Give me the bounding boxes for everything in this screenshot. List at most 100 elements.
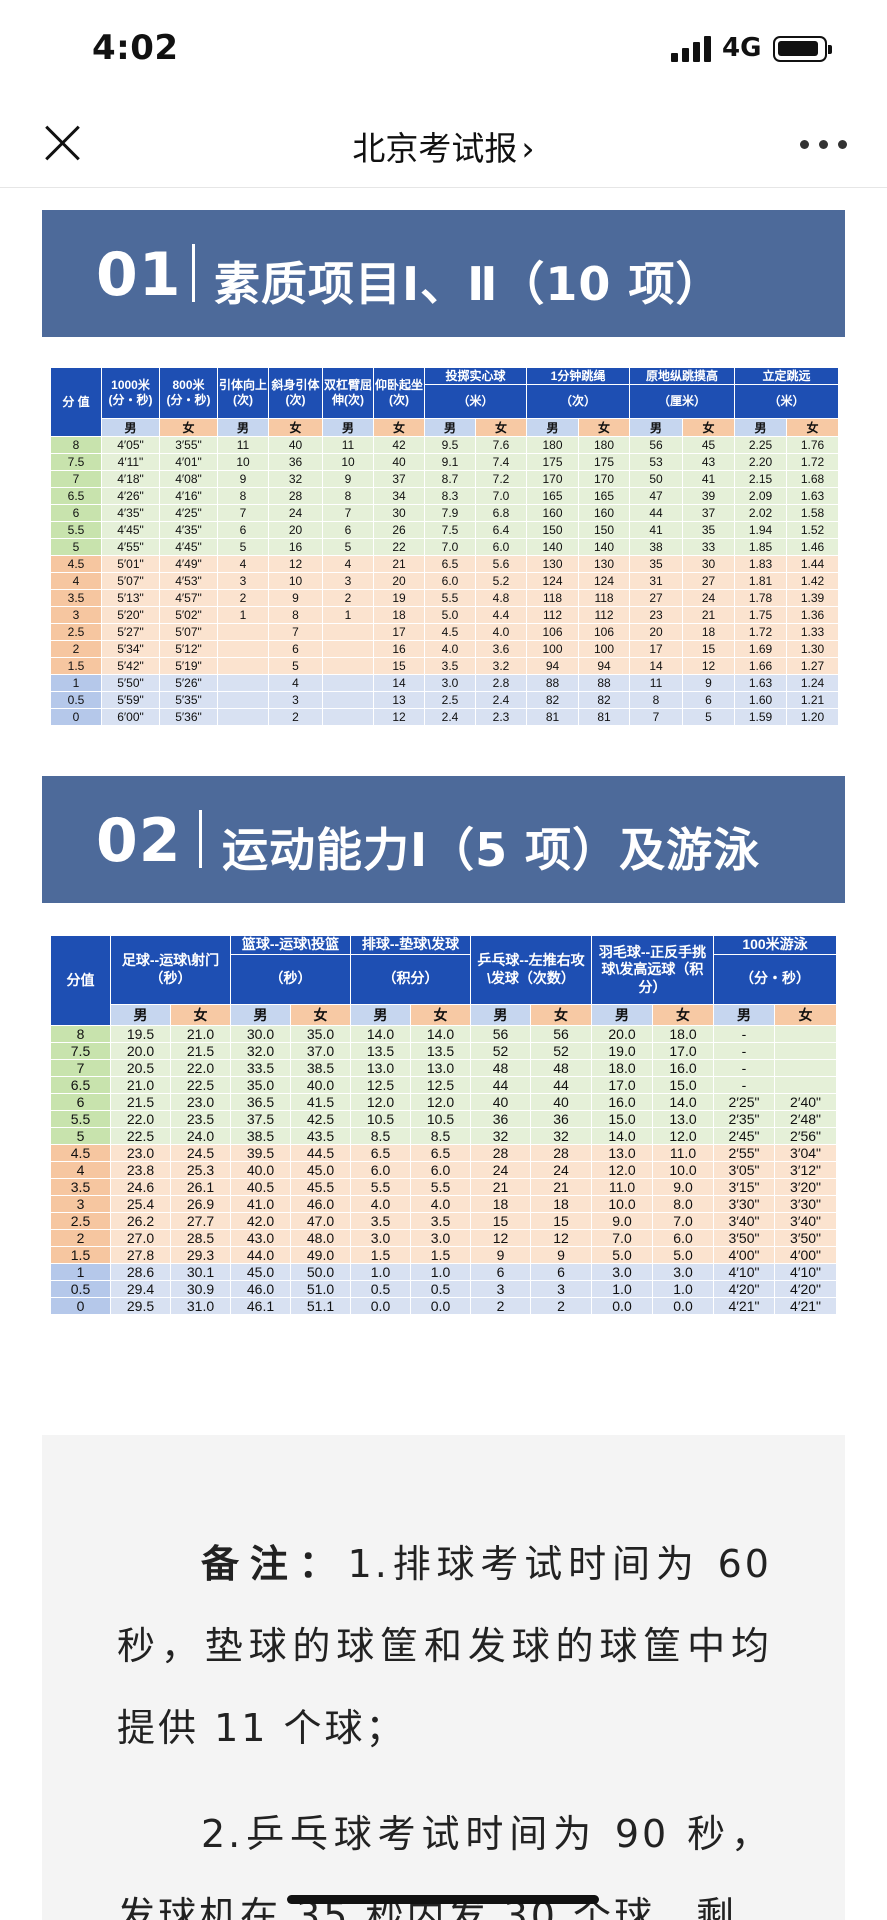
value-cell: 118: [578, 589, 631, 607]
value-cell: 15: [682, 640, 736, 658]
value-cell: 32.0: [230, 1041, 291, 1060]
value-cell: 8: [217, 487, 269, 505]
value-cell: 12: [268, 555, 323, 573]
value-cell: 1.20: [786, 708, 840, 726]
value-cell: 28: [268, 487, 323, 505]
value-cell: 14.0: [591, 1126, 653, 1145]
value-cell: 4′35": [101, 504, 160, 522]
score-cell: 5: [50, 538, 102, 556]
table-row: 7 20.5 22.0 33.5 38.5 13.0 13.0 48 48 18.0 16.0-: [50, 1058, 838, 1077]
value-cell: 82: [526, 691, 580, 709]
value-cell: 9.0: [591, 1211, 653, 1230]
value-cell: 1.59: [734, 708, 788, 726]
value-cell: 3′20": [773, 1177, 838, 1196]
value-cell: 4′16": [159, 487, 218, 505]
value-cell: 4′25": [159, 504, 218, 522]
value-cell: 11: [322, 436, 374, 454]
value-cell: 4′35": [159, 521, 218, 539]
value-cell: 13.5: [410, 1041, 471, 1060]
sex-label: 女: [474, 418, 528, 437]
value-cell: 28.6: [110, 1262, 171, 1281]
value-cell: [322, 691, 374, 709]
value-cell: 2.5: [424, 691, 476, 709]
score-cell: 5.5: [50, 521, 102, 539]
value-cell: 2′55": [713, 1143, 775, 1162]
value-cell: 7: [217, 504, 269, 522]
value-cell: 20.0: [110, 1041, 171, 1060]
value-cell: 2.3: [474, 708, 528, 726]
value-cell: [217, 674, 269, 692]
value-cell: 1.33: [786, 623, 840, 641]
value-cell: 15.0: [591, 1109, 653, 1128]
value-cell: 5′19": [159, 657, 218, 675]
column-header: 足球--运球\射门（秒）: [110, 935, 231, 1005]
value-cell: 10: [322, 453, 374, 471]
value-cell: 6: [268, 640, 323, 658]
value-cell: 21: [530, 1177, 592, 1196]
value-cell: 2.15: [734, 470, 788, 488]
value-cell: 5′50": [101, 674, 160, 692]
account-name[interactable]: 北京考试报: [352, 129, 518, 168]
value-cell: 27: [682, 572, 736, 590]
value-cell: 94: [578, 657, 631, 675]
value-cell: 52: [530, 1041, 592, 1060]
value-cell: 46.0: [290, 1194, 351, 1213]
banner-divider: [199, 810, 202, 868]
value-cell: 5′02": [159, 606, 218, 624]
value-cell: 1.0: [591, 1279, 653, 1298]
table-row: 2.5 26.2 27.7 42.0 47.0 3.5 3.5 15 15 9.0 7.0 3′40"…: [50, 1211, 838, 1230]
value-cell: 5.0: [652, 1245, 714, 1264]
sex-label: 女: [290, 1003, 351, 1026]
sex-label: 男: [230, 1003, 291, 1026]
value-cell: -: [713, 1024, 775, 1043]
value-cell: 20.0: [591, 1024, 653, 1043]
value-cell: 4.8: [474, 589, 528, 607]
sex-label: 男: [629, 418, 684, 437]
value-cell: 40.0: [230, 1160, 291, 1179]
value-cell: 18.0: [652, 1024, 714, 1043]
value-cell: 5′12": [159, 640, 218, 658]
value-cell: 2.4: [474, 691, 528, 709]
home-indicator[interactable]: [287, 1895, 599, 1904]
table-row: 4.5 5′01" 4′49" 4 12 4 21 6.5 5.6 130 130 35 30 1.83 1…: [50, 555, 840, 573]
value-cell: 165: [526, 487, 580, 505]
value-cell: 22.5: [170, 1075, 231, 1094]
value-cell: 44: [470, 1075, 531, 1094]
table-row: 4 5′07" 4′53" 3 10 3 20 6.0 5.2 124 124 31 27 1.81 1.4…: [50, 572, 840, 590]
value-cell: 45.0: [290, 1160, 351, 1179]
sex-row: 男女男女男女男女男女男女男女: [51, 418, 840, 437]
status-time: 4:02: [92, 28, 179, 68]
value-cell: 44: [530, 1075, 592, 1094]
value-cell: 6: [470, 1262, 531, 1281]
value-cell: 130: [526, 555, 580, 573]
score-cell: 4: [50, 572, 102, 590]
value-cell: 6.0: [410, 1160, 471, 1179]
value-cell: 7.2: [474, 470, 528, 488]
table-row: 7.5 20.0 21.5 32.0 37.0 13.5 13.5 52 52 19.0 17.0-: [50, 1041, 838, 1060]
value-cell: 35: [682, 521, 736, 539]
value-cell: 2.8: [474, 674, 528, 692]
value-cell: 130: [578, 555, 631, 573]
value-cell: 1: [217, 606, 269, 624]
value-cell: 46.0: [230, 1279, 291, 1298]
value-cell: 36: [268, 453, 323, 471]
table-row: 0.5 29.4 30.9 46.0 51.0 0.5 0.5 3 3 1.0 1.0 4′20" 4′…: [50, 1279, 838, 1298]
value-cell: -: [713, 1075, 775, 1094]
value-cell: 1.81: [734, 572, 788, 590]
value-cell: [217, 708, 269, 726]
group-header: 投掷实心球: [423, 367, 528, 385]
value-cell: 28: [530, 1143, 592, 1162]
value-cell: 4′45": [159, 538, 218, 556]
more-icon[interactable]: [800, 140, 848, 150]
value-cell: 17: [373, 623, 425, 641]
value-cell: 48: [470, 1058, 531, 1077]
value-cell: 4.5: [424, 623, 476, 641]
value-cell: 13.0: [652, 1109, 714, 1128]
value-cell: 175: [578, 453, 631, 471]
account-title[interactable]: 北京考试报 ›: [0, 122, 887, 170]
value-cell: 4′08": [159, 470, 218, 488]
value-cell: 37.5: [230, 1109, 291, 1128]
value-cell: 30: [682, 555, 736, 573]
value-cell: 6.5: [410, 1143, 471, 1162]
score-cell: 0: [50, 1296, 111, 1315]
